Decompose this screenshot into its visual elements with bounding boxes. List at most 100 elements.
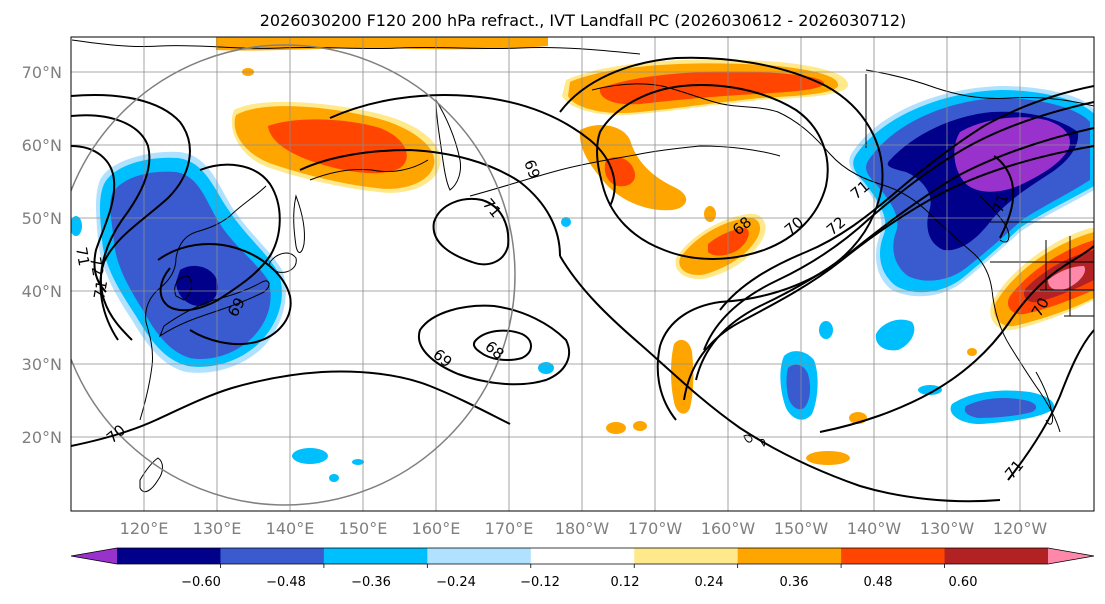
coastline-hawaii	[743, 434, 766, 447]
shade-pos-japan-sea-inner	[268, 119, 407, 174]
contour-71-box	[432, 198, 510, 266]
lat-label: 20°N	[22, 428, 62, 447]
contour-69-center	[417, 304, 571, 386]
colorbar-tick-label: 0.60	[949, 575, 978, 590]
lon-label: 130°W	[920, 519, 975, 538]
coastline-kamchatka	[435, 98, 461, 191]
lat-label: 30°N	[22, 355, 62, 374]
contour-68-center	[472, 329, 532, 361]
colorbar-tick-label: −0.12	[520, 575, 560, 590]
contour-label: 72	[86, 256, 107, 278]
colorbar-swatch	[737, 548, 842, 564]
contour-71-west	[71, 114, 151, 341]
shade-pos-blob-3	[806, 451, 850, 465]
shade-pos-blob-2	[633, 421, 647, 431]
contour-71-north	[329, 93, 616, 207]
contour-69-japan	[157, 243, 292, 346]
shade-pos-kamchatka-inner	[604, 157, 636, 187]
lon-label: 130°E	[193, 519, 242, 538]
colorbar-tick-label: −0.36	[351, 575, 391, 590]
lon-label: 160°W	[701, 519, 756, 538]
colorbar-tick-labels: −0.60 −0.48 −0.36 −0.24 −0.12 0.12 0.24 …	[181, 575, 977, 590]
lat-label: 70°N	[22, 63, 62, 82]
coastline-alaska	[591, 83, 931, 215]
shade-neg-blob-2	[918, 385, 942, 395]
contour-70-nw	[993, 155, 1015, 239]
shade-pos-blob-7	[967, 348, 977, 356]
contour-label: 71	[90, 279, 111, 301]
lat-label: 50°N	[22, 209, 62, 228]
coastline-korea	[174, 275, 192, 301]
shade-neg-gulf-core	[954, 117, 1070, 192]
contour-70-asia	[71, 370, 511, 447]
map-border	[70, 36, 1095, 512]
shade-neg-blob-8	[329, 474, 339, 482]
contour-70-coast	[819, 245, 1094, 433]
colorbar-swatch	[530, 548, 635, 564]
contour-69-north	[299, 148, 561, 257]
colorbar-swatch	[634, 548, 739, 564]
colorbar: −0.60 −0.48 −0.36 −0.24 −0.12 0.12 0.24 …	[70, 547, 1095, 590]
shade-pos-california-peak	[1048, 266, 1086, 290]
lon-label: 140°E	[266, 519, 315, 538]
lon-label: 160°E	[412, 519, 461, 538]
contour-label: 69	[520, 157, 543, 181]
lon-label: 170°E	[485, 519, 534, 538]
lon-axis: 120°E 130°E 140°E 150°E 160°E 170°E 180°…	[120, 519, 1048, 538]
shade-pos-blob-5	[704, 206, 716, 222]
contour-68-alaska	[596, 84, 829, 260]
map-panel: 69 71 68 70 72 71 71 72 71 69 69 68 70 7…	[71, 37, 1094, 511]
lat-label: 40°N	[22, 282, 62, 301]
contour-label: 71	[989, 191, 1012, 215]
colorbar-extend-min	[71, 548, 117, 564]
shade-neg-blob-1	[819, 321, 833, 339]
colorbar-swatch	[427, 548, 532, 564]
coastline-aleutians	[469, 145, 781, 197]
contour-71-curve	[703, 101, 1094, 351]
colorbar-swatch	[323, 548, 428, 564]
shade-neg-blob-4	[538, 362, 554, 374]
coastline-japan	[158, 280, 270, 338]
colorbar-extend-max	[1048, 548, 1094, 564]
lon-label: 120°W	[993, 519, 1048, 538]
contour-72-west	[71, 145, 116, 293]
shade-neg-midpac-light	[875, 319, 915, 351]
figure-title: 2026030200 F120 200 hPa refract., IVT La…	[260, 11, 907, 30]
coastline-us-border	[990, 221, 1094, 317]
coastline-okhotsk	[309, 159, 429, 181]
shade-neg-blob-7	[352, 459, 364, 465]
shade-neg-hawaii-mid	[786, 364, 811, 410]
lon-label: 150°W	[774, 519, 829, 538]
shade-neg-blob-3	[292, 448, 328, 464]
contour-70-curve	[719, 85, 1094, 311]
colorbar-tick-label: 0.12	[611, 575, 640, 590]
reference-radius-circle	[71, 44, 516, 506]
lon-label: 180°W	[555, 519, 610, 538]
colorbar-swatch	[117, 548, 221, 564]
lat-axis: 70°N 60°N 50°N 40°N 30°N 20°N	[22, 63, 62, 447]
lon-label: 150°E	[339, 519, 388, 538]
shade-pos-subtropic-a	[671, 339, 694, 414]
shade-neg-baja-mid	[964, 398, 1037, 418]
colorbar-swatches	[70, 547, 1095, 568]
colorbar-tick-label: −0.60	[181, 575, 221, 590]
contour-bottom	[559, 255, 1001, 503]
coastline-canada-arctic	[865, 69, 1094, 107]
colorbar-tick-label: −0.24	[436, 575, 476, 590]
shade-pos-blob-1	[606, 422, 626, 434]
colorbar-outline	[70, 547, 1095, 565]
gridlines	[71, 37, 1094, 511]
colorbar-swatch	[841, 548, 946, 564]
contour-69-alaska	[559, 56, 884, 421]
contour-label: 71	[72, 246, 93, 268]
colorbar-tick-label: 0.48	[864, 575, 893, 590]
contour-71-curve-b	[683, 145, 1094, 401]
contour-lines	[71, 56, 1094, 503]
lat-label: 60°N	[22, 136, 62, 155]
shade-neg-blob-6	[71, 216, 82, 236]
shade-pos-gulf-inner	[708, 228, 749, 256]
coastline-arctic	[71, 39, 641, 55]
lon-label: 120°E	[120, 519, 169, 538]
contour-71-japan	[159, 163, 281, 312]
